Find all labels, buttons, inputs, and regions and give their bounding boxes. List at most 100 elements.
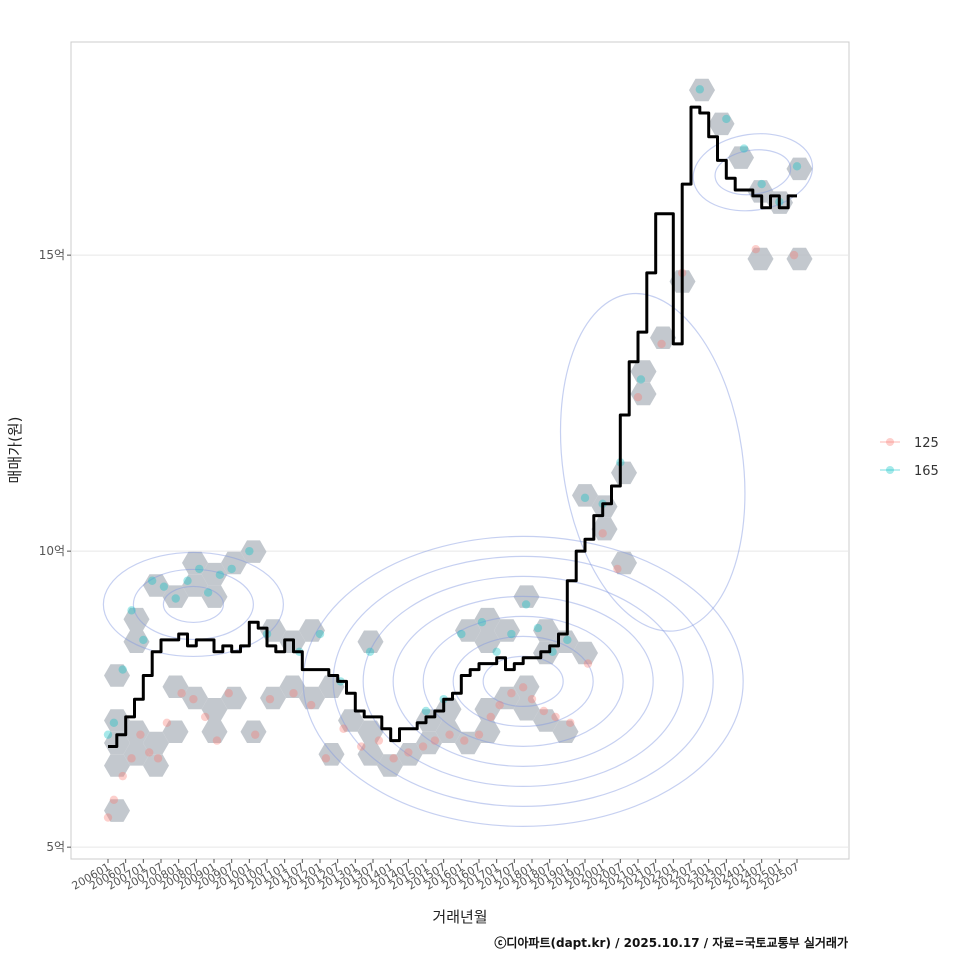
point-125: [633, 393, 643, 402]
point-125: [430, 736, 440, 745]
point-125: [339, 724, 348, 733]
hexbin-cell: [552, 720, 579, 743]
contour-line: [362, 575, 684, 787]
contour-line: [302, 535, 744, 827]
point-165: [171, 594, 180, 603]
point-125: [103, 813, 113, 822]
contour-line: [392, 595, 654, 767]
hexbin-cell: [572, 641, 598, 665]
point-125: [527, 694, 537, 704]
contour-line: [714, 149, 792, 196]
hexbin-cell: [123, 630, 150, 653]
hexbin-cell: [143, 754, 169, 777]
plot-panel: [70, 41, 850, 860]
x-axis-title: 거래년월: [432, 908, 487, 926]
hexbin-cell: [104, 799, 130, 822]
point-165: [245, 546, 254, 556]
contour-line: [332, 555, 714, 807]
legend-item-165: 165: [880, 464, 939, 479]
hexbin-cell: [689, 78, 715, 102]
legend-label-165: 165: [914, 464, 939, 479]
point-125: [374, 736, 384, 745]
x-axis: 2006012006072007012007072008012008072009…: [70, 859, 802, 893]
point-125: [418, 742, 428, 751]
point-165: [147, 576, 157, 585]
hexbin-cell: [611, 461, 637, 485]
point-165: [109, 718, 119, 728]
point-165: [183, 576, 192, 585]
hexbin-cell: [357, 743, 384, 766]
hexbin-cell: [572, 484, 598, 507]
hexbin-cell: [104, 664, 130, 687]
point-125: [539, 706, 548, 716]
hexbin-cell: [630, 360, 657, 383]
hexbin-cell: [435, 720, 462, 743]
point-165: [722, 114, 731, 124]
point-125: [200, 712, 210, 722]
y-tick-label: 5억: [46, 840, 65, 854]
point-165: [521, 600, 531, 609]
hexbin-cell: [786, 247, 813, 271]
hexbin-cell: [162, 720, 189, 743]
hexbin-cell: [299, 686, 325, 710]
point-125: [177, 689, 186, 698]
point-165: [159, 582, 169, 591]
point-165: [533, 623, 543, 633]
point-165: [103, 730, 113, 739]
hexbin-cell: [533, 619, 559, 642]
contour-line: [422, 615, 624, 747]
point-125: [389, 754, 398, 763]
point-165: [215, 570, 225, 580]
hexbin-cell: [377, 754, 403, 777]
point-165: [792, 162, 802, 171]
hexbin-cell: [513, 698, 540, 721]
legend-item-125: 125: [880, 436, 939, 451]
point-165: [365, 647, 375, 656]
hexbin-cell: [708, 112, 735, 136]
hexbin-cell: [396, 743, 423, 766]
point-125: [598, 529, 607, 538]
contour-line: [692, 133, 814, 212]
hexbin-cell: [474, 607, 501, 631]
point-165: [636, 375, 646, 384]
median-line-layer: [108, 105, 797, 748]
hexbin-cell: [494, 686, 520, 710]
point-125: [118, 771, 127, 781]
point-165: [739, 144, 749, 153]
point-165: [315, 629, 325, 639]
hexbin-cell: [143, 731, 169, 755]
hexbin-cell: [104, 754, 130, 777]
hexbin-cell: [786, 157, 813, 181]
hexbin-cell: [455, 731, 481, 755]
point-125: [789, 250, 799, 260]
point-125: [566, 718, 575, 728]
contour-line: [132, 568, 254, 641]
y-tick-label: 15억: [39, 248, 65, 262]
point-165: [203, 588, 213, 597]
hexbin-cell: [182, 686, 208, 710]
hexbin-cell: [240, 540, 267, 563]
hexbin-cell: [240, 720, 267, 743]
legend: 125 165: [880, 436, 939, 479]
point-125: [145, 748, 154, 757]
density-contours: [102, 133, 814, 827]
hexbin-cell: [123, 720, 150, 743]
grid-lines: [71, 254, 849, 848]
contour-line: [559, 292, 746, 632]
hexbin-cell: [357, 720, 384, 743]
hexbin-cell: [201, 585, 228, 608]
hexbin-cell: [143, 574, 169, 597]
point-165: [118, 665, 127, 674]
point-125: [265, 694, 275, 704]
hexbin-cell: [123, 743, 150, 766]
point-125: [153, 754, 163, 763]
hexbin-cell: [123, 607, 150, 631]
hexbin-cell: [416, 731, 442, 755]
point-125: [224, 689, 233, 698]
hexbin-cell: [299, 619, 325, 642]
hexbin-cell: [533, 709, 559, 732]
median-price-line: [108, 105, 797, 748]
hexbin-cell: [201, 720, 228, 743]
hexbin-cell: [474, 720, 501, 743]
y-tick-label: 10억: [39, 544, 65, 558]
